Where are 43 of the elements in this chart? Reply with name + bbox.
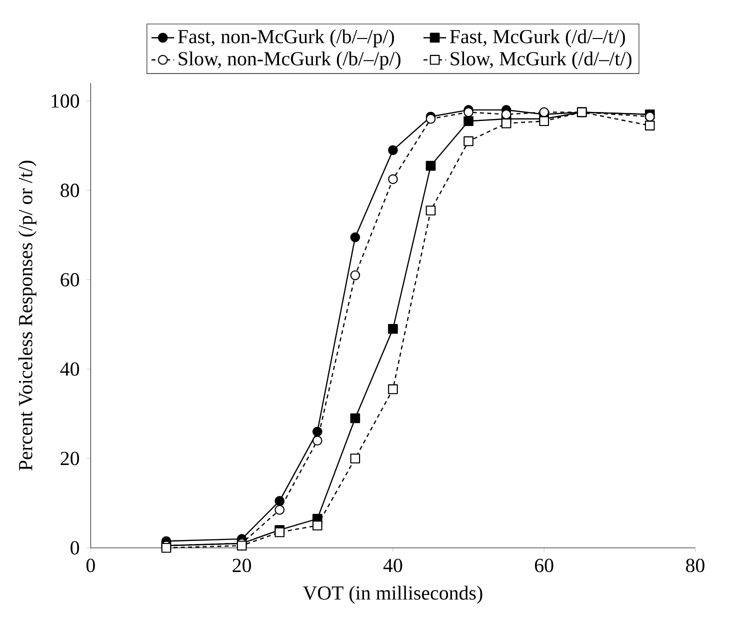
point (388, 324, 398, 334)
point (464, 107, 474, 117)
point (350, 413, 360, 423)
point (539, 107, 549, 117)
point (426, 160, 436, 170)
point (350, 270, 360, 280)
x-tick-label: 80 (686, 558, 704, 572)
x-axis-title: VOT (in milliseconds) (303, 586, 482, 604)
legend-label: Slow, McGurk (/d/–/t/) (450, 51, 632, 70)
y-axis-title: Percent Voiceless Responses (/p/ or /t/) (18, 160, 36, 470)
x-tick-label: 0 (86, 558, 95, 572)
point (274, 496, 285, 506)
point (161, 542, 172, 553)
point (464, 116, 474, 126)
point (388, 145, 398, 155)
point (350, 453, 360, 464)
point (350, 232, 360, 242)
point (644, 120, 655, 130)
x-tick-label: 60 (534, 558, 554, 572)
y-tick-label: 40 (60, 362, 80, 376)
point (388, 174, 398, 184)
x-tick-label: 40 (383, 558, 402, 572)
y-tick-label: 60 (60, 272, 80, 286)
point (312, 426, 322, 436)
point (426, 114, 436, 124)
y-tick-label: 0 (70, 540, 80, 554)
y-tick-label: 20 (60, 452, 80, 465)
point (426, 205, 436, 216)
point (501, 109, 512, 120)
legend-label: Slow, non-McGurk (/b/–/p/) (178, 51, 400, 70)
point (501, 118, 512, 128)
x-tick-label: 20 (232, 558, 252, 572)
point (388, 384, 398, 394)
point (236, 540, 247, 550)
point (274, 504, 285, 515)
legend-label: Fast, McGurk (/d/–/t/) (450, 29, 625, 48)
y-tick-label: 100 (52, 94, 80, 108)
point (644, 112, 655, 122)
point (274, 527, 285, 537)
point (464, 136, 474, 146)
point (312, 520, 322, 530)
legend-label: Fast, non-McGurk (/b/–/p/) (178, 29, 394, 48)
y-tick-label: 80 (60, 183, 80, 197)
